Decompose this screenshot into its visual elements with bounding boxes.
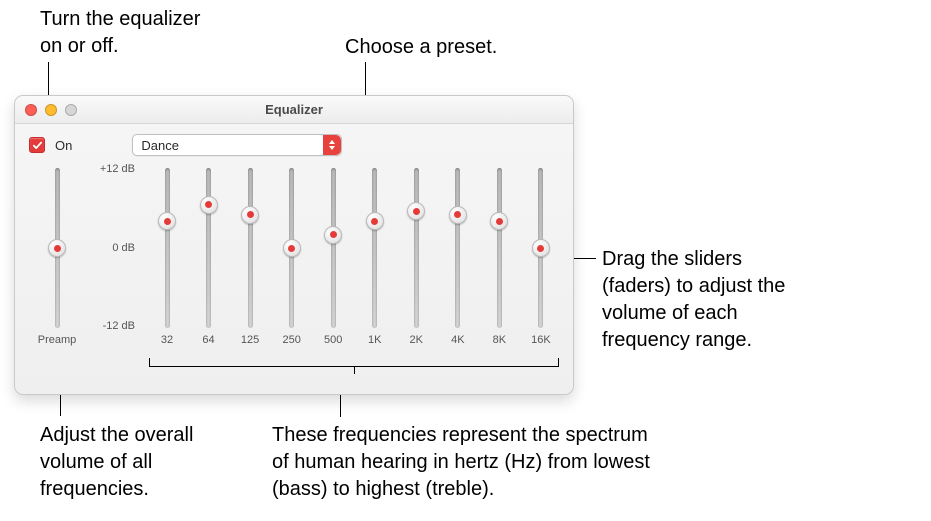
- band-slider[interactable]: [149, 168, 185, 328]
- window-minimize-button[interactable]: [45, 104, 57, 116]
- band-knob[interactable]: [200, 196, 218, 214]
- band-slider[interactable]: [274, 168, 310, 328]
- band-knob[interactable]: [283, 239, 301, 257]
- titlebar: Equalizer: [15, 96, 573, 124]
- band-freq-label: 64: [191, 334, 227, 346]
- band-freq-label: 32: [149, 334, 185, 346]
- band-freq-label: 16K: [523, 334, 559, 346]
- band-column: 125: [232, 168, 268, 346]
- callout-preset: Choose a preset.: [345, 34, 497, 61]
- db-bot: -12 dB: [103, 320, 135, 332]
- band-freq-label: 500: [315, 334, 351, 346]
- band-column: 8K: [481, 168, 517, 346]
- band-knob[interactable]: [241, 206, 259, 224]
- preset-stepper-icon: [323, 135, 341, 155]
- band-knob[interactable]: [532, 239, 550, 257]
- band-column: 64: [191, 168, 227, 346]
- band-freq-label: 1K: [357, 334, 393, 346]
- band-column: 500: [315, 168, 351, 346]
- controls-row: On Dance: [15, 124, 573, 162]
- band-slider[interactable]: [191, 168, 227, 328]
- band-freq-label: 4K: [440, 334, 476, 346]
- band-column: 4K: [440, 168, 476, 346]
- band-freq-label: 8K: [481, 334, 517, 346]
- band-column: 16K: [523, 168, 559, 346]
- preset-value: Dance: [133, 138, 323, 153]
- slider-area: Preamp +12 dB 0 dB -12 dB 32 64 125 250 500 1…: [29, 168, 559, 368]
- window-zoom-button[interactable]: [65, 104, 77, 116]
- band-freq-label: 125: [232, 334, 268, 346]
- preamp-label: Preamp: [37, 334, 77, 346]
- callout-preamp: Adjust the overall volume of all frequen…: [40, 422, 193, 503]
- band-knob[interactable]: [366, 212, 384, 230]
- db-top: +12 dB: [100, 163, 135, 175]
- callout-sliders: Drag the sliders (faders) to adjust the …: [602, 246, 785, 354]
- band-knob[interactable]: [158, 212, 176, 230]
- db-scale: +12 dB 0 dB -12 dB: [81, 168, 135, 328]
- preset-select[interactable]: Dance: [132, 134, 342, 156]
- preamp-slider[interactable]: [37, 168, 77, 328]
- band-slider[interactable]: [315, 168, 351, 328]
- band-knob[interactable]: [324, 226, 342, 244]
- band-slider[interactable]: [440, 168, 476, 328]
- callout-freqs-line: [340, 395, 341, 417]
- preamp-knob[interactable]: [48, 239, 66, 257]
- band-column: 2K: [398, 168, 434, 346]
- callout-freqs: These frequencies represent the spectrum…: [272, 422, 650, 503]
- callout-onoff: Turn the equalizer on or off.: [40, 6, 200, 60]
- band-knob[interactable]: [490, 212, 508, 230]
- band-slider[interactable]: [357, 168, 393, 328]
- eq-on-label: On: [55, 138, 72, 153]
- band-freq-label: 2K: [398, 334, 434, 346]
- eq-on-checkbox[interactable]: [29, 137, 45, 153]
- bands-container: 32 64 125 250 500 1K 2K 4K 8K 16K: [149, 168, 559, 346]
- band-knob[interactable]: [407, 202, 425, 220]
- check-icon: [32, 140, 43, 151]
- window-title: Equalizer: [15, 102, 573, 117]
- preamp-column: Preamp: [37, 168, 77, 346]
- band-column: 1K: [357, 168, 393, 346]
- band-column: 250: [274, 168, 310, 346]
- band-slider[interactable]: [523, 168, 559, 328]
- window-close-button[interactable]: [25, 104, 37, 116]
- band-column: 32: [149, 168, 185, 346]
- band-slider[interactable]: [481, 168, 517, 328]
- band-slider[interactable]: [232, 168, 268, 328]
- band-slider[interactable]: [398, 168, 434, 328]
- db-mid: 0 dB: [112, 242, 135, 254]
- band-knob[interactable]: [449, 206, 467, 224]
- equalizer-window: Equalizer On Dance Preamp +12 dB 0 dB -1…: [14, 95, 574, 395]
- band-freq-label: 250: [274, 334, 310, 346]
- frequency-bracket: [149, 358, 559, 368]
